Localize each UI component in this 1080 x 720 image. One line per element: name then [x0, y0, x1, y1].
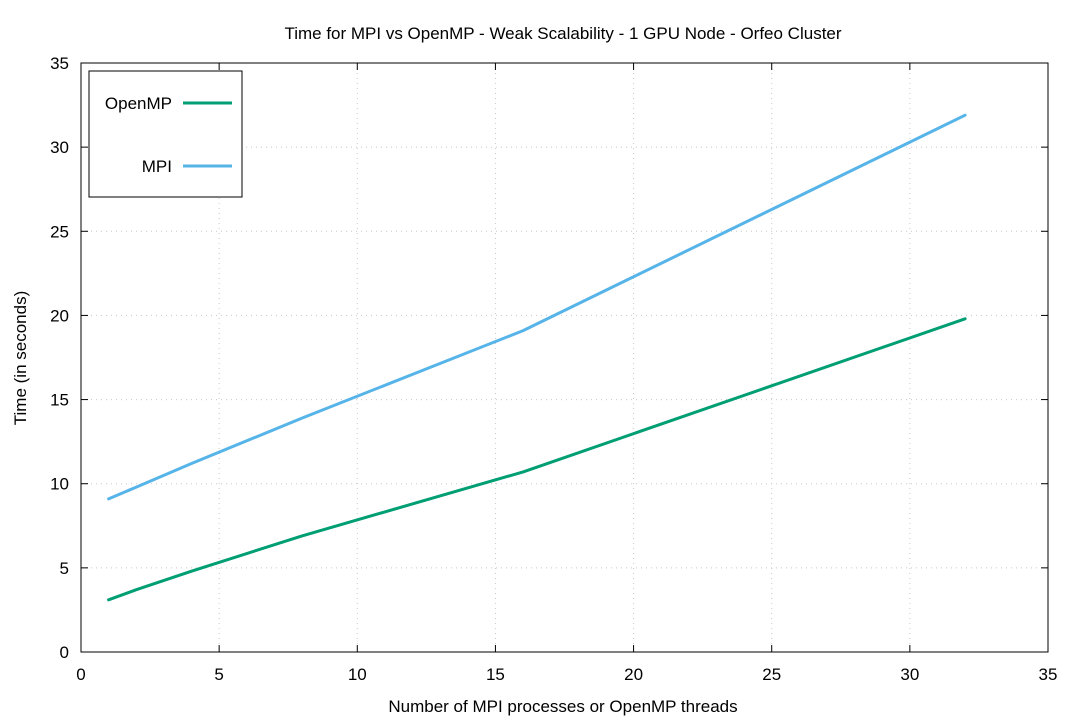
- series-line-mpi: [107, 113, 967, 501]
- x-tick-label: 20: [624, 665, 643, 684]
- legend-box: [88, 70, 243, 198]
- x-tick-label: 0: [76, 665, 85, 684]
- plot-frame: [80, 62, 1049, 653]
- y-tick-label: 0: [60, 643, 69, 662]
- y-axis-title: Time (in seconds): [11, 291, 30, 425]
- grid: [81, 63, 1048, 652]
- y-tick-label: 30: [50, 138, 69, 157]
- y-tick-label: 10: [50, 475, 69, 494]
- x-axis-title: Number of MPI processes or OpenMP thread…: [388, 697, 737, 716]
- y-tick-label: 35: [50, 54, 69, 73]
- x-tick-label: 10: [348, 665, 367, 684]
- series-group: [107, 113, 967, 602]
- y-tick-label: 15: [50, 391, 69, 410]
- legend-label-mpi: MPI: [142, 157, 172, 176]
- legend-label-openmp: OpenMP: [105, 94, 172, 113]
- y-tick-label: 5: [60, 559, 69, 578]
- axis-ticks: 0 5 10 15 20 25 30 35 0 5 10 15 20 25 30 35: [50, 54, 1057, 684]
- x-tick-label: 30: [900, 665, 919, 684]
- x-tick-label: 25: [762, 665, 781, 684]
- x-tick-label: 15: [486, 665, 505, 684]
- x-tick-label: 35: [1039, 665, 1058, 684]
- x-tick-label: 5: [214, 665, 223, 684]
- y-tick-label: 20: [50, 306, 69, 325]
- y-tick-label: 25: [50, 222, 69, 241]
- series-line-openmp: [107, 317, 967, 602]
- chart-title: Time for MPI vs OpenMP - Weak Scalabilit…: [284, 24, 841, 43]
- legend: OpenMP MPI: [88, 70, 243, 198]
